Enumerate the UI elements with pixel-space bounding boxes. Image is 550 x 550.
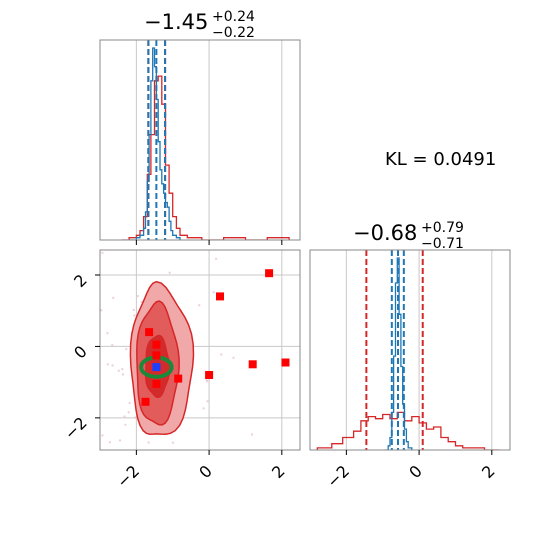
bl-red-point-10 bbox=[152, 379, 161, 388]
bl-sample-dot bbox=[147, 441, 150, 444]
bl-ytick-label: 2 bbox=[70, 270, 91, 291]
bl-sample-dot bbox=[133, 454, 135, 456]
bl-sample-dot bbox=[100, 309, 103, 312]
tl-title-main: −1.45 bbox=[144, 10, 208, 34]
bl-xtick-label: 0 bbox=[195, 461, 216, 482]
bl-red-point-8 bbox=[281, 358, 290, 367]
bl-sample-dot bbox=[116, 242, 118, 244]
bl-blue-point bbox=[152, 363, 161, 372]
bl-sample-dot bbox=[101, 251, 104, 255]
bl-red-point-7 bbox=[248, 360, 257, 369]
bl-sample-dot bbox=[191, 458, 193, 460]
bl-red-point-0 bbox=[265, 269, 274, 278]
tl-red-histogram bbox=[121, 75, 290, 240]
br-xtick-label: 2 bbox=[478, 461, 499, 482]
bl-sample-dot bbox=[212, 291, 215, 294]
bl-red-point-5 bbox=[174, 374, 183, 383]
bl-red-point-9 bbox=[141, 397, 150, 406]
bl-sample-dot bbox=[108, 441, 112, 444]
tl-background bbox=[100, 40, 300, 240]
br-title-main: −0.68 bbox=[353, 221, 417, 245]
br-background bbox=[310, 250, 510, 450]
tl-blue-histogram bbox=[129, 47, 181, 240]
bl-sample-dot bbox=[141, 504, 143, 506]
bl-sample-dot bbox=[94, 405, 96, 407]
bl-sample-dot bbox=[127, 411, 130, 414]
bl-sample-dot bbox=[154, 464, 156, 466]
bl-sample-dot bbox=[171, 441, 175, 444]
bl-sample-dot bbox=[132, 308, 135, 312]
bl-sample-dot bbox=[85, 314, 87, 316]
bl-sample-dot bbox=[77, 467, 79, 469]
br-xtick-label: −2 bbox=[323, 461, 353, 491]
panel-top-left-histogram bbox=[99, 39, 301, 241]
bl-sample-dot bbox=[106, 332, 109, 335]
bl-red-point-2 bbox=[145, 328, 154, 337]
bl-sample-dot bbox=[82, 339, 84, 341]
bl-frame bbox=[99, 249, 301, 451]
bl-xtick-label: −2 bbox=[113, 461, 143, 491]
tl-title-sub: −0.22 bbox=[212, 25, 255, 41]
tl-frame bbox=[99, 39, 301, 241]
br-blue-histogram bbox=[384, 257, 413, 450]
bl-red-point-3 bbox=[152, 340, 161, 349]
bl-sample-dot bbox=[125, 347, 128, 351]
panel-bottom-left-contour bbox=[69, 242, 301, 506]
bl-ytick-label: 0 bbox=[70, 342, 91, 363]
bl-sample-dot bbox=[112, 296, 115, 300]
br-title-sup: +0.79 bbox=[421, 220, 464, 236]
bl-sample-dot bbox=[79, 362, 81, 364]
bl-sample-dot bbox=[111, 364, 114, 367]
bl-sample-dot bbox=[168, 271, 171, 274]
bl-sample-dot bbox=[111, 456, 113, 458]
bl-sample-dot bbox=[232, 356, 235, 359]
bl-sample-dot bbox=[123, 415, 126, 418]
bl-sample-dot bbox=[214, 257, 218, 260]
bl-sample-dot bbox=[202, 407, 205, 410]
bl-sample-dot bbox=[121, 373, 125, 376]
br-title-sub: −0.71 bbox=[421, 236, 464, 252]
bl-sample-dot bbox=[124, 423, 127, 426]
bl-sample-dot bbox=[121, 367, 124, 371]
bl-sample-dot bbox=[133, 314, 136, 317]
bl-sample-dot bbox=[138, 451, 140, 453]
bl-sample-dot bbox=[101, 434, 104, 437]
bl-red-point-1 bbox=[216, 292, 224, 301]
bl-sample-dot bbox=[148, 464, 150, 466]
bl-sample-dot bbox=[147, 459, 149, 461]
panel-bottom-right-histogram bbox=[309, 249, 511, 451]
bl-sample-dot bbox=[206, 379, 209, 383]
bl-xtick-label: 2 bbox=[268, 461, 289, 482]
bl-sample-dot bbox=[117, 369, 121, 372]
bl-sample-dot bbox=[220, 353, 223, 356]
bl-sample-dot bbox=[250, 433, 254, 436]
kl-annotation: KL = 0.0491 bbox=[385, 149, 496, 170]
bl-ytick-label: −2 bbox=[61, 413, 91, 443]
br-frame bbox=[309, 249, 511, 451]
bl-sample-dot bbox=[86, 330, 88, 332]
bl-sample-dot bbox=[118, 439, 122, 442]
tl-title-sup: +0.24 bbox=[212, 9, 255, 25]
bl-sample-dot bbox=[128, 401, 131, 405]
bl-sample-dot bbox=[69, 338, 71, 340]
tl-title: −1.45 +0.24 −0.22 bbox=[144, 9, 255, 41]
bl-red-point-4 bbox=[152, 351, 161, 360]
br-xtick-label: 0 bbox=[405, 461, 426, 482]
bl-red-point-6 bbox=[205, 371, 214, 379]
bl-sample-dot bbox=[106, 363, 110, 366]
bl-sample-dot bbox=[206, 400, 209, 403]
bl-sample-dot bbox=[136, 294, 139, 298]
br-title: −0.68 +0.79 −0.71 bbox=[353, 220, 464, 252]
bl-sample-dot bbox=[133, 416, 137, 419]
bl-sample-dot bbox=[111, 343, 114, 347]
bl-sample-dot bbox=[198, 304, 201, 307]
